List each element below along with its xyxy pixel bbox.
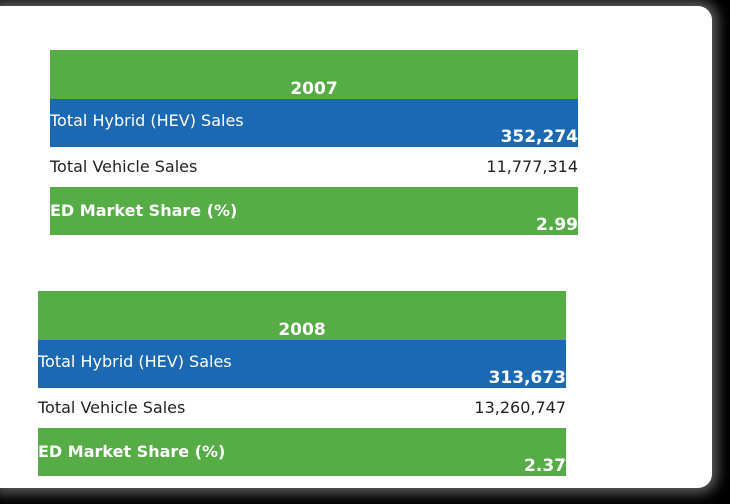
hev-row: Total Hybrid (HEV) Sales 313,673 [38, 340, 566, 388]
row-value: 11,777,314 [486, 157, 578, 176]
share-row: ED Market Share (%) 2.37 [38, 428, 566, 476]
header-row: 2008 [38, 291, 566, 340]
row-label: Total Hybrid (HEV) Sales [50, 111, 244, 130]
year: 2008 [278, 320, 326, 340]
share-row: ED Market Share (%) 2.99 [50, 187, 578, 235]
row-label: Total Vehicle Sales [50, 157, 198, 176]
row-label: ED Market Share (%) [38, 442, 226, 461]
total-row: Total Vehicle Sales 13,260,747 [38, 388, 566, 428]
row-label: Total Hybrid (HEV) Sales [38, 352, 232, 371]
year: 2007 [290, 79, 338, 99]
row-value: 2.99 [536, 215, 578, 235]
row-value: 13,260,747 [474, 398, 566, 417]
total-row: Total Vehicle Sales 11,777,314 [50, 147, 578, 187]
content-area: 2007 Total Hybrid (HEV) Sales 352,274 Tot… [0, 6, 712, 488]
row-value: 2.37 [524, 456, 566, 476]
hev-row: Total Hybrid (HEV) Sales 352,274 [50, 99, 578, 147]
row-label: ED Market Share (%) [50, 201, 238, 220]
row-label: Total Vehicle Sales [38, 398, 186, 417]
header-row: 2007 [50, 50, 578, 99]
row-value: 352,274 [500, 127, 578, 147]
row-value: 313,673 [488, 368, 566, 388]
